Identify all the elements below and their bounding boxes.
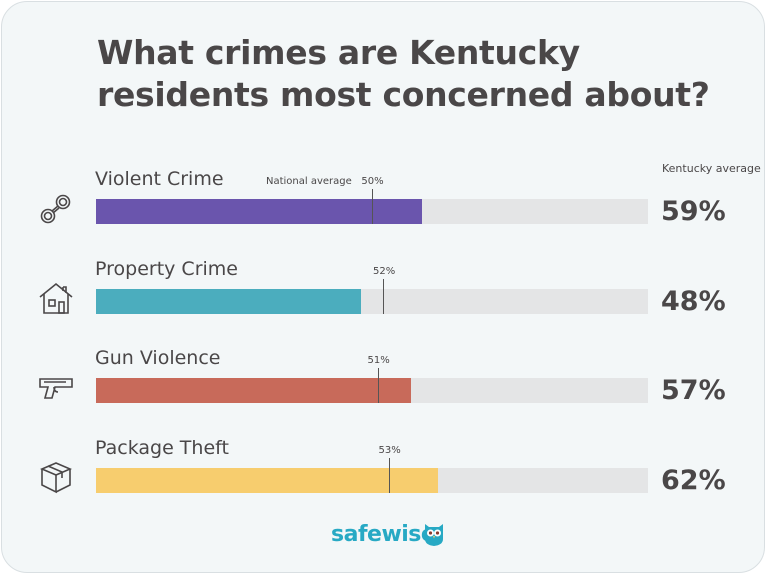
- national-label-violent-crime: National average 50%: [266, 176, 384, 187]
- national-value-gun-violence: 51%: [367, 355, 390, 366]
- national-value-property-crime: 52%: [373, 266, 396, 277]
- row-label-violent-crime: Violent Crime: [95, 168, 224, 190]
- bar-track-violent-crime: [96, 189, 648, 224]
- row-label-package-theft: Package Theft: [95, 437, 229, 459]
- ky-value-property-crime: 48%: [661, 286, 726, 317]
- ky-value-violent-crime: 59%: [661, 196, 726, 227]
- ky-value-gun-violence: 57%: [661, 375, 726, 406]
- national-value-violent-crime: 50%: [361, 176, 384, 187]
- bar-track-property-crime: [96, 279, 648, 314]
- national-tick-violent-crime: [372, 189, 373, 224]
- owl-logo-icon: [425, 524, 443, 546]
- gun-icon: [39, 378, 73, 399]
- chart-title: What crimes are Kentucky residents most …: [97, 33, 710, 114]
- row-label-gun-violence: Gun Violence: [95, 347, 221, 369]
- house-icon: [39, 282, 73, 314]
- national-average-prefix: National average: [266, 176, 352, 187]
- national-value-package-theft: 53%: [378, 445, 401, 456]
- handcuffs-icon: [40, 194, 71, 224]
- ky-bar-gun-violence: [96, 378, 411, 403]
- ky-bar-package-theft: [96, 468, 439, 493]
- safewise-logo: safewise: [331, 522, 436, 547]
- logo-part-safe: safe: [331, 522, 382, 547]
- ky-value-package-theft: 62%: [661, 465, 726, 496]
- national-tick-property-crime: [383, 279, 385, 314]
- national-tick-gun-violence: [377, 368, 379, 403]
- ky-bar-property-crime: [96, 289, 361, 314]
- bar-track-package-theft: [96, 458, 648, 493]
- national-tick-package-theft: [388, 458, 390, 493]
- package-icon: [39, 462, 73, 494]
- kentucky-average-label: Kentucky average: [662, 162, 761, 175]
- ky-bar-violent-crime: [96, 199, 422, 224]
- bar-track-gun-violence: [96, 368, 648, 403]
- row-label-property-crime: Property Crime: [95, 258, 238, 280]
